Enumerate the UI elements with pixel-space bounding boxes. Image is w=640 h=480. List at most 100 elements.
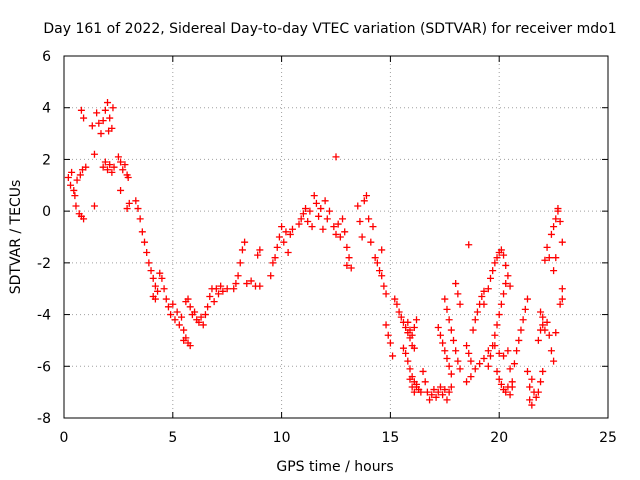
data-point	[154, 287, 162, 295]
data-point	[439, 339, 447, 347]
data-point	[502, 261, 510, 269]
data-point	[443, 396, 451, 404]
data-point	[180, 326, 188, 334]
data-point	[558, 238, 566, 246]
axis-ticks: 0 5 10 15 20 25 -8 -6 -4 -2 0 2 4 6	[37, 49, 617, 446]
data-point	[406, 326, 414, 334]
data-point	[478, 292, 486, 300]
data-point	[341, 228, 349, 236]
data-point	[506, 391, 514, 399]
data-point	[210, 298, 218, 306]
data-point	[406, 375, 414, 383]
data-point	[136, 215, 144, 223]
data-point	[323, 215, 331, 223]
data-point	[382, 321, 390, 329]
data-point	[90, 150, 98, 158]
data-point	[489, 267, 497, 275]
data-point	[365, 215, 373, 223]
data-point	[138, 228, 146, 236]
data-point	[204, 303, 212, 311]
data-point	[408, 383, 416, 391]
data-point	[486, 274, 494, 282]
data-point	[456, 300, 464, 308]
data-point	[106, 161, 114, 169]
data-point	[558, 295, 566, 303]
data-point	[410, 388, 418, 396]
data-point	[101, 158, 109, 166]
data-point	[275, 233, 283, 241]
data-point	[195, 318, 203, 326]
data-point	[421, 378, 429, 386]
data-point	[82, 163, 90, 171]
data-point	[321, 197, 329, 205]
data-point	[247, 277, 255, 285]
data-point	[312, 199, 320, 207]
data-point	[463, 342, 471, 350]
data-point	[241, 238, 249, 246]
data-point	[271, 254, 279, 262]
data-point	[399, 344, 407, 352]
data-point	[508, 378, 516, 386]
data-point	[376, 267, 384, 275]
data-point	[502, 388, 510, 396]
data-point	[419, 367, 427, 375]
data-point	[230, 285, 238, 293]
data-point	[547, 347, 555, 355]
data-point	[500, 290, 508, 298]
data-point	[393, 300, 401, 308]
data-point	[356, 217, 364, 225]
data-point	[413, 380, 421, 388]
data-point	[99, 163, 107, 171]
data-point	[162, 295, 170, 303]
data-point	[523, 367, 531, 375]
data-point	[554, 205, 562, 213]
data-point	[108, 124, 116, 132]
data-point	[267, 272, 275, 280]
data-point	[145, 259, 153, 267]
data-point	[147, 267, 155, 275]
data-point	[343, 261, 351, 269]
data-point	[121, 161, 129, 169]
data-point	[552, 329, 560, 337]
data-point	[450, 336, 458, 344]
data-point	[541, 256, 549, 264]
plot-frame	[63, 55, 609, 419]
data-point	[391, 295, 399, 303]
data-point	[493, 254, 501, 262]
data-point	[423, 388, 431, 396]
data-point	[484, 347, 492, 355]
data-point	[219, 287, 227, 295]
data-point	[332, 153, 340, 161]
data-point	[93, 109, 101, 117]
data-point	[515, 336, 523, 344]
y-tick-label: 6	[42, 49, 51, 65]
x-tick-label: 15	[381, 430, 399, 446]
data-point	[114, 153, 122, 161]
data-point	[493, 321, 501, 329]
data-point	[125, 199, 133, 207]
data-point	[158, 274, 166, 282]
data-point	[384, 331, 392, 339]
data-point	[445, 388, 453, 396]
data-point	[380, 282, 388, 290]
data-point	[491, 331, 499, 339]
data-point	[495, 375, 503, 383]
data-point	[539, 367, 547, 375]
data-point	[99, 117, 107, 125]
data-point	[160, 285, 168, 293]
y-tick-label: -8	[37, 411, 51, 427]
data-point	[497, 246, 505, 254]
data-point	[77, 106, 85, 114]
data-point	[106, 114, 114, 122]
data-point	[354, 202, 362, 210]
data-point	[169, 300, 177, 308]
data-point	[500, 352, 508, 360]
data-point	[547, 230, 555, 238]
data-point	[386, 339, 394, 347]
data-point	[441, 295, 449, 303]
data-point	[480, 287, 488, 295]
data-point	[124, 174, 132, 182]
data-point	[199, 321, 207, 329]
data-point	[201, 311, 209, 319]
data-point	[97, 130, 105, 138]
